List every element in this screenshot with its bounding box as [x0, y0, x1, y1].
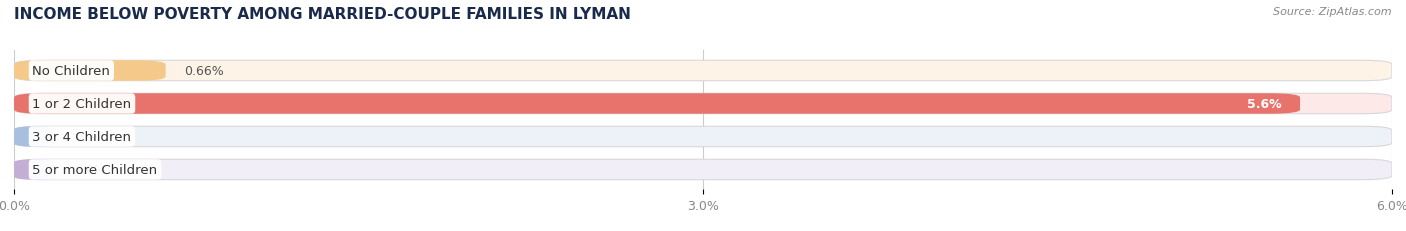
FancyBboxPatch shape — [14, 160, 1392, 180]
Text: Source: ZipAtlas.com: Source: ZipAtlas.com — [1274, 7, 1392, 17]
Text: 0.0%: 0.0% — [73, 163, 105, 176]
FancyBboxPatch shape — [14, 61, 166, 81]
FancyBboxPatch shape — [14, 94, 1301, 114]
FancyBboxPatch shape — [14, 160, 55, 180]
Text: No Children: No Children — [32, 65, 110, 78]
Text: 5.6%: 5.6% — [1247, 97, 1282, 110]
Text: 0.0%: 0.0% — [73, 130, 105, 143]
Text: 0.66%: 0.66% — [184, 65, 224, 78]
FancyBboxPatch shape — [14, 127, 1392, 147]
FancyBboxPatch shape — [14, 94, 1392, 114]
Text: 5 or more Children: 5 or more Children — [32, 163, 157, 176]
Text: INCOME BELOW POVERTY AMONG MARRIED-COUPLE FAMILIES IN LYMAN: INCOME BELOW POVERTY AMONG MARRIED-COUPL… — [14, 7, 631, 22]
FancyBboxPatch shape — [14, 61, 1392, 81]
Text: 1 or 2 Children: 1 or 2 Children — [32, 97, 132, 110]
FancyBboxPatch shape — [14, 127, 55, 147]
Text: 3 or 4 Children: 3 or 4 Children — [32, 130, 131, 143]
